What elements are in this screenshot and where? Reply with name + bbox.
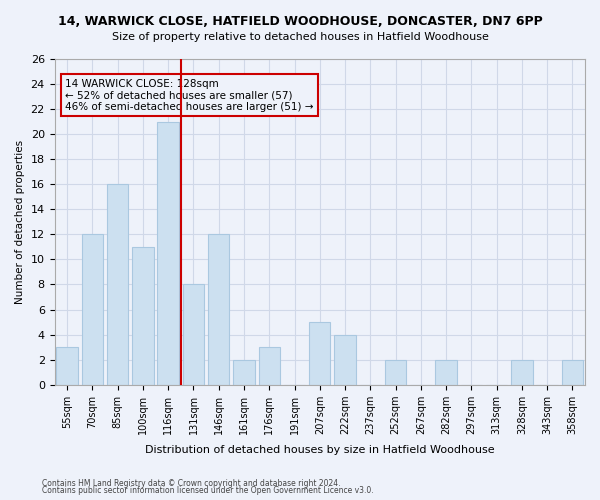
Y-axis label: Number of detached properties: Number of detached properties — [15, 140, 25, 304]
Bar — [56, 347, 78, 385]
Text: Size of property relative to detached houses in Hatfield Woodhouse: Size of property relative to detached ho… — [112, 32, 488, 42]
Bar — [132, 247, 154, 384]
Bar — [562, 360, 583, 384]
Text: 14, WARWICK CLOSE, HATFIELD WOODHOUSE, DONCASTER, DN7 6PP: 14, WARWICK CLOSE, HATFIELD WOODHOUSE, D… — [58, 15, 542, 28]
Bar — [233, 360, 255, 384]
Bar — [334, 334, 356, 384]
Bar — [208, 234, 229, 384]
Bar — [511, 360, 533, 384]
Bar — [309, 322, 331, 384]
Text: 14 WARWICK CLOSE: 128sqm
← 52% of detached houses are smaller (57)
46% of semi-d: 14 WARWICK CLOSE: 128sqm ← 52% of detach… — [65, 78, 314, 112]
Text: Contains HM Land Registry data © Crown copyright and database right 2024.: Contains HM Land Registry data © Crown c… — [42, 478, 341, 488]
Bar — [157, 122, 179, 384]
Bar — [107, 184, 128, 384]
Bar — [82, 234, 103, 384]
Text: Contains public sector information licensed under the Open Government Licence v3: Contains public sector information licen… — [42, 486, 374, 495]
Bar — [183, 284, 204, 384]
Bar — [436, 360, 457, 384]
Bar — [259, 347, 280, 385]
Bar — [385, 360, 406, 384]
X-axis label: Distribution of detached houses by size in Hatfield Woodhouse: Distribution of detached houses by size … — [145, 445, 494, 455]
